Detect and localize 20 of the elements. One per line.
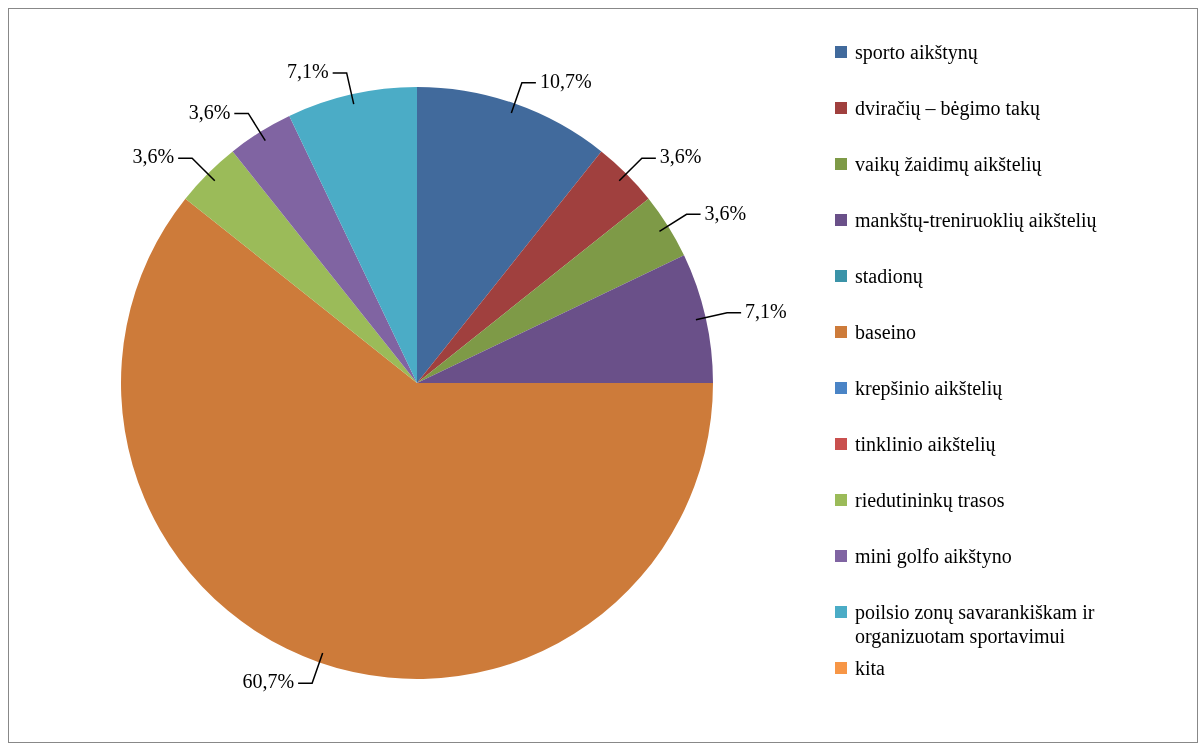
data-label: 3,6%: [659, 145, 702, 168]
legend-label: tinklinio aikštelių: [855, 432, 996, 456]
legend-label: krepšinio aikštelių: [855, 376, 1003, 400]
legend-label: poilsio zonų savarankiškam ir organizuotam sportavimui: [855, 600, 1096, 648]
legend-label: mankštų-treniruoklių aikštelių: [855, 208, 1097, 232]
data-label: 3,6%: [704, 201, 747, 224]
legend-label: baseino: [855, 320, 917, 344]
data-label: 3,6%: [188, 100, 231, 123]
legend-label: kita: [855, 656, 885, 680]
legend-label: vaikų žaidimų aikštelių: [855, 152, 1042, 176]
legend-label: riedutininkų trasos: [855, 488, 1005, 512]
data-label: 7,1%: [286, 60, 329, 83]
legend-label: mini golfo aikštyno: [855, 544, 1012, 568]
data-label: 60,7%: [242, 670, 295, 693]
legend-label: sporto aikštynų: [855, 40, 978, 64]
legend-label: stadionų: [855, 264, 923, 288]
legend-label: dviračių – bėgimo takų: [855, 96, 1040, 120]
data-label: 7,1%: [745, 299, 787, 322]
data-label: 10,7%: [539, 70, 592, 93]
data-label: 3,6%: [132, 145, 175, 168]
